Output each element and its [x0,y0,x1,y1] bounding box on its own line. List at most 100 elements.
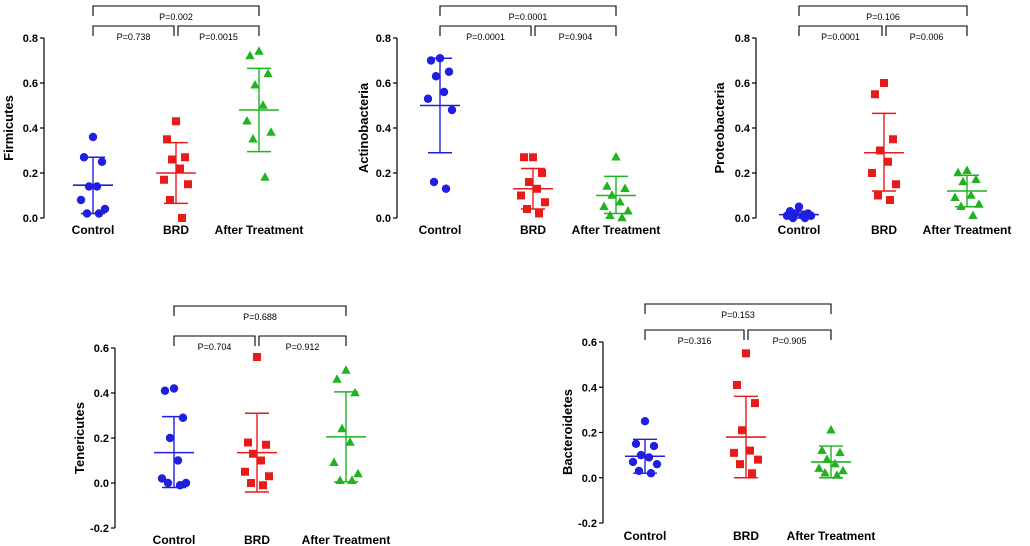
y-tick-label: 0.8 [735,33,750,45]
series-after-treatment [326,365,366,484]
series-after-treatment [947,165,987,219]
data-point [640,416,650,426]
data-point [241,467,249,476]
data-point [260,172,270,181]
data-point [886,196,894,204]
data-point [160,386,170,395]
data-point [538,169,546,177]
x-category-label: BRD [520,223,546,237]
series-after-treatment [596,151,636,222]
p-value-label: P=0.904 [559,32,593,42]
data-point [249,449,257,458]
data-point [652,459,662,469]
y-tick-label: 0.4 [23,123,39,135]
bracket-line [173,305,347,316]
y-tick-label: -0.2 [578,518,597,530]
data-point [838,465,848,475]
p-value-label: P=0.0015 [199,32,238,42]
data-point [962,165,972,174]
data-point [974,199,984,208]
data-point [431,72,441,81]
data-point [636,450,646,460]
data-point [517,191,525,200]
data-point [623,205,633,215]
x-category-label: Control [72,223,115,237]
significance-bracket: P=0.904 [534,25,617,42]
data-point [746,446,754,455]
series-control [625,416,665,478]
data-point [817,445,827,454]
data-point [950,192,960,201]
data-point [620,183,630,192]
significance-bracket: P=0.316 [644,329,745,346]
data-point [820,467,830,477]
bracket-line [747,329,832,340]
data-point [181,153,189,162]
data-point [617,212,627,222]
data-point [169,384,179,393]
chart-panel-1: 0.0 0.2 0.4 0.6 0.8 Firmicutes Control BRD After… [1,5,304,237]
y-tick-label: 0.4 [376,123,392,135]
series-brd [237,353,277,493]
x-category-label: Control [624,529,667,543]
data-point [736,460,744,469]
data-point [868,169,876,177]
x-category-label: After Treatment [215,223,304,237]
data-point [966,190,976,199]
y-tick-label: 0.0 [94,478,109,490]
bracket-line [92,5,260,16]
data-point [822,454,832,463]
bracket-line [439,5,617,16]
y-tick-label: 0.4 [582,382,598,394]
data-point [738,426,746,435]
x-category-label: Control [153,533,196,546]
significance-bracket: P=0.002 [92,5,260,22]
x-category-label: After Treatment [923,223,1012,237]
data-point [257,456,265,465]
significance-bracket: P=0.688 [173,305,347,322]
data-point [628,457,638,467]
y-tick-label: 0.6 [582,337,597,349]
significance-bracket: P=0.704 [173,335,256,352]
data-point [876,146,884,155]
data-point [525,178,533,186]
data-point [832,470,842,479]
x-category-label: Control [778,223,821,237]
significance-bracket: P=0.0015 [177,25,260,42]
data-point [892,180,900,189]
y-tick-label: 0.2 [94,433,109,445]
data-point [956,201,966,210]
data-point [602,181,612,190]
y-axis-title: Actinobacteria [356,82,371,173]
data-point [971,174,981,183]
y-tick-label: 0.2 [735,168,750,180]
bracket-line [258,335,347,346]
significance-bracket: P=0.006 [885,25,968,42]
bracket-line [92,25,175,36]
data-point [265,472,273,481]
data-point [649,441,659,451]
significance-bracket: P=0.153 [644,303,832,320]
data-point [100,204,110,214]
data-point [953,167,963,177]
p-value-label: P=0.912 [286,342,320,352]
p-value-label: P=0.316 [678,336,712,346]
data-point [335,475,345,484]
data-point [341,365,351,374]
y-axis-title: Tenericutes [72,402,87,474]
significance-bracket: P=0.0001 [439,25,532,42]
data-point [826,424,836,434]
y-tick-label: 0.4 [735,123,751,135]
data-point [163,135,171,144]
bracket-line [798,25,883,36]
data-point [607,190,617,199]
y-tick-label: 0.0 [735,213,750,225]
bracket-line [177,25,260,36]
significance-bracket: P=0.905 [747,329,832,346]
significance-bracket: P=0.912 [258,335,347,352]
chart-panel-4: -0.2 0.0 0.2 0.4 0.6 Tenericutes Control BRD Aft… [72,305,390,546]
chart-panel-2: 0.0 0.2 0.4 0.6 0.8 Actinobacteria Control BRD A… [356,5,660,237]
data-point [958,176,968,186]
data-point [730,448,738,457]
data-point [97,157,107,166]
